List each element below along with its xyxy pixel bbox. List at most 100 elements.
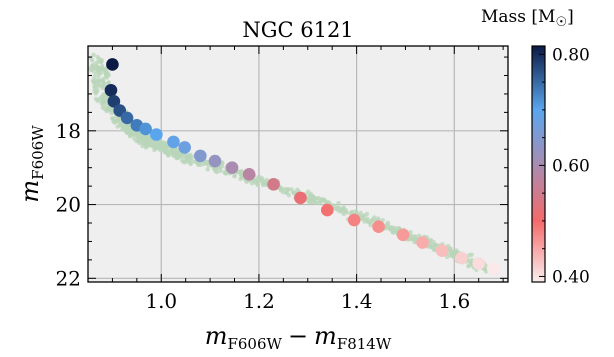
cloud-star — [316, 200, 322, 206]
data-point — [208, 154, 222, 168]
cloud-star — [358, 210, 363, 216]
data-point — [194, 149, 207, 163]
cloud-star — [95, 54, 100, 60]
cloud-star — [105, 72, 111, 78]
cloud-star — [115, 124, 120, 129]
cloud-star — [106, 80, 111, 85]
cloud-star — [375, 216, 381, 221]
cloud-star — [164, 150, 170, 155]
cloud-star — [368, 220, 373, 225]
data-point — [120, 111, 134, 125]
cloud-star — [93, 78, 99, 83]
cloud-star — [98, 95, 104, 100]
colorbar-tick-label: 0.40 — [552, 267, 590, 287]
cloud-star — [140, 143, 145, 149]
data-point — [321, 203, 334, 217]
cloud-star — [364, 217, 369, 223]
cloud-star — [308, 200, 313, 205]
y-axis-title: mF606W — [16, 125, 47, 203]
cloud-star — [101, 100, 106, 105]
cloud-star — [174, 151, 180, 156]
cloud-star — [92, 84, 97, 89]
cloud-star — [372, 217, 377, 222]
cloud-star — [295, 187, 300, 192]
cloud-star — [264, 177, 270, 183]
cloud-star — [182, 160, 187, 165]
colorbar-title: Mass [M☉] — [481, 7, 574, 30]
plot-frame — [87, 45, 509, 283]
cloud-star — [260, 178, 266, 183]
colorbar-tick-label: 0.80 — [552, 45, 590, 65]
x-tick-label: 1.0 — [145, 289, 177, 313]
cloud-star — [98, 66, 103, 71]
cloud-star — [431, 239, 436, 245]
data-point — [225, 161, 239, 174]
cloud-star — [111, 116, 116, 122]
cloud-star — [104, 104, 109, 110]
cloud-star — [146, 140, 152, 145]
data-point — [178, 141, 191, 154]
data-point — [372, 220, 385, 233]
x-tick-label: 1.2 — [243, 289, 275, 313]
cloud-star — [408, 230, 413, 235]
cloud-star — [91, 52, 96, 58]
cloud-star — [125, 126, 130, 131]
cloud-star — [88, 55, 94, 61]
cloud-star — [307, 193, 312, 198]
cloud-star — [188, 152, 193, 158]
colorbar-tick-label: 0.60 — [552, 156, 590, 176]
data-point — [487, 262, 500, 276]
cloud-star — [129, 129, 134, 135]
data-point — [139, 122, 152, 136]
cloud-star — [284, 190, 290, 195]
cloud-star — [95, 87, 100, 93]
cloud-star — [391, 230, 396, 235]
cloud-star — [160, 147, 165, 152]
data-point — [242, 168, 256, 181]
cloud-star — [95, 98, 100, 104]
cloud-star — [466, 264, 471, 269]
cloud-star — [196, 161, 201, 166]
cloud-star — [337, 206, 342, 211]
cloud-star — [156, 141, 162, 146]
data-point — [455, 251, 468, 265]
cloud-star — [251, 178, 256, 184]
data-point — [472, 257, 485, 270]
cloud-star — [412, 235, 417, 240]
cloud-star — [99, 59, 104, 64]
cloud-star — [278, 188, 284, 193]
data-point — [294, 191, 307, 205]
cloud-star — [95, 68, 100, 73]
cloud-star — [115, 118, 121, 123]
cloud-star — [255, 183, 260, 188]
cloud-star — [190, 159, 195, 164]
data-point — [347, 213, 361, 227]
cloud-star — [169, 150, 174, 155]
cloud-star — [450, 253, 455, 259]
cloud-star — [342, 209, 348, 214]
data-point — [396, 228, 410, 242]
mass-points — [104, 58, 500, 276]
cloud-star — [132, 136, 137, 141]
cloud-star — [121, 124, 126, 130]
data-point — [150, 128, 163, 141]
data-point — [435, 244, 449, 257]
cloud-star — [164, 145, 170, 150]
cloud-star — [137, 140, 142, 146]
data-point — [167, 135, 180, 149]
axis-ticks: 1.0 1.2 1.4 1.6 18 20 22 — [56, 46, 508, 313]
cloud-star — [99, 83, 104, 88]
cloud-star — [469, 257, 474, 263]
y-tick-label: 18 — [56, 119, 81, 143]
cloud-star — [174, 155, 179, 161]
cloud-star — [151, 142, 157, 147]
cloud-star — [285, 187, 291, 192]
plot-background — [88, 46, 508, 282]
y-tick-label: 20 — [56, 193, 81, 217]
colorbar-ticks: 0.40 0.60 0.80 — [539, 45, 590, 287]
cloud-star — [143, 136, 148, 141]
cloud-star — [186, 157, 191, 163]
cloud-star — [389, 225, 395, 230]
cloud-star — [100, 105, 105, 110]
